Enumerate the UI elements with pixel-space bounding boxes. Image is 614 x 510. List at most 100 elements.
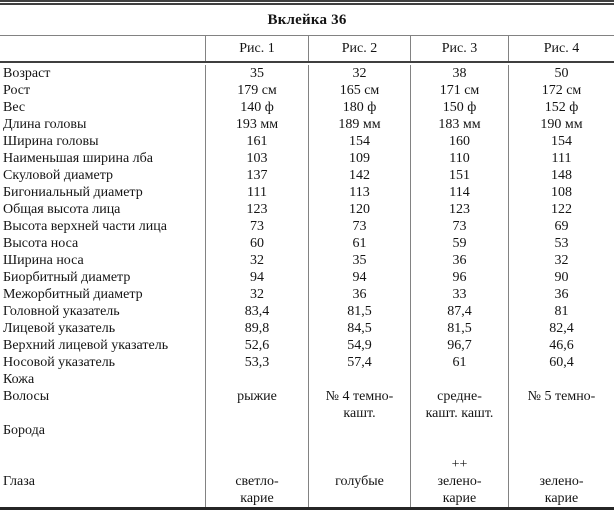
- value-cell: 103: [205, 150, 308, 167]
- table-row: ++: [0, 456, 614, 473]
- row-label: Возраст: [3, 66, 51, 81]
- value-cell: 154: [508, 133, 614, 150]
- value-cell: 120: [308, 201, 410, 218]
- value-cell: 152 ф: [508, 99, 614, 116]
- value-cell: [410, 439, 508, 456]
- value-cell: 154: [308, 133, 410, 150]
- value-cell: [205, 422, 308, 439]
- table-row: Кожа: [0, 371, 614, 388]
- value-cell: 52,6: [205, 337, 308, 354]
- value-cell: 46,6: [508, 337, 614, 354]
- row-label: Рост: [3, 83, 31, 98]
- value-cell: 165 см: [308, 82, 410, 99]
- row-label: Скуловой диаметр: [3, 168, 114, 183]
- row-label: Биорбитный диаметр: [3, 270, 131, 285]
- header-cell-empty: [0, 36, 205, 61]
- value-cell: светло-карие: [205, 473, 308, 507]
- value-cell: 189 мм: [308, 116, 410, 133]
- value-cell: средне-кашт. кашт.: [410, 388, 508, 422]
- table-row: Ширина головы 161 154 160 154: [0, 133, 614, 150]
- table-row: Межорбитный диаметр 32 36 33 36: [0, 286, 614, 303]
- value-cell: [508, 422, 614, 439]
- value-cell: 151: [410, 167, 508, 184]
- row-label: Ширина носа: [3, 253, 84, 268]
- value-cell: 108: [508, 184, 614, 201]
- table-row: Высота носа 60 61 59 53: [0, 235, 614, 252]
- row-label: Межорбитный диаметр: [3, 287, 143, 302]
- value-cell: 50: [508, 65, 614, 82]
- value-cell: 137: [205, 167, 308, 184]
- value-cell: 36: [410, 252, 508, 269]
- value-cell: 81,5: [308, 303, 410, 320]
- value-cell: № 4 темно-кашт.: [308, 388, 410, 422]
- cell-line: рыжие: [237, 389, 277, 404]
- cell-line: средне-: [437, 389, 482, 404]
- value-cell: 123: [410, 201, 508, 218]
- value-cell: 83,4: [205, 303, 308, 320]
- table-row: Носовой указатель 53,3 57,4 61 60,4: [0, 354, 614, 371]
- row-label: Носовой указатель: [3, 355, 116, 370]
- table-row: Биорбитный диаметр 94 94 96 90: [0, 269, 614, 286]
- row-label: Высота верхней части лица: [3, 219, 167, 234]
- row-label: Наименьшая ширина лба: [3, 151, 153, 166]
- value-cell: 90: [508, 269, 614, 286]
- value-cell: 111: [205, 184, 308, 201]
- value-cell: 32: [205, 286, 308, 303]
- cell-line: кашт. кашт.: [425, 406, 494, 421]
- value-cell: 161: [205, 133, 308, 150]
- value-cell: 60,4: [508, 354, 614, 371]
- value-cell: 94: [205, 269, 308, 286]
- header-cell-fig1: Рис. 1: [205, 36, 308, 61]
- value-cell: [410, 422, 508, 439]
- table-row: Возраст 35 32 38 50: [0, 65, 614, 82]
- value-cell: 53,3: [205, 354, 308, 371]
- value-cell: 32: [508, 252, 614, 269]
- cell-line: светло-: [235, 474, 279, 489]
- cell-line: № 5 темно-: [527, 389, 596, 404]
- table-row: Рост 179 см 165 см 171 см 172 см: [0, 82, 614, 99]
- value-cell: 142: [308, 167, 410, 184]
- value-cell: [308, 422, 410, 439]
- header-cell-fig2: Рис. 2: [308, 36, 410, 61]
- value-cell: 32: [205, 252, 308, 269]
- value-cell: [410, 371, 508, 388]
- table-row: Скуловой диаметр 137 142 151 148: [0, 167, 614, 184]
- value-cell: 160: [410, 133, 508, 150]
- table-row: Волосы рыжие № 4 темно-кашт. средне-кашт. к…: [0, 388, 614, 422]
- value-cell: 172 см: [508, 82, 614, 99]
- row-label: Глаза: [3, 474, 35, 489]
- table-row: Высота верхней части лица 73 73 73 69: [0, 218, 614, 235]
- value-cell: 81: [508, 303, 614, 320]
- value-cell: 190 мм: [508, 116, 614, 133]
- table-row: Бигониальный диаметр 111 113 114 108: [0, 184, 614, 201]
- value-cell: 109: [308, 150, 410, 167]
- table-header: Рис. 1 Рис. 2 Рис. 3 Рис. 4: [0, 35, 614, 63]
- value-cell: 36: [508, 286, 614, 303]
- value-cell: 38: [410, 65, 508, 82]
- table-row: Лицевой указатель 89,8 84,5 81,5 82,4: [0, 320, 614, 337]
- value-cell: 36: [308, 286, 410, 303]
- header-cell-fig3: Рис. 3: [410, 36, 508, 61]
- value-cell: голубые: [308, 473, 410, 507]
- table-row: Глаза светло-карие голубые зелено-карие зеле…: [0, 473, 614, 507]
- row-label: Длина головы: [3, 117, 87, 132]
- value-cell: [508, 456, 614, 473]
- value-cell: 61: [308, 235, 410, 252]
- row-label: [0, 456, 205, 473]
- table-row: Вес 140 ф 180 ф 150 ф 152 ф: [0, 99, 614, 116]
- row-label: Высота носа: [3, 236, 79, 251]
- value-cell: 123: [205, 201, 308, 218]
- table-row: Ширина носа 32 35 36 32: [0, 252, 614, 269]
- value-cell: 140 ф: [205, 99, 308, 116]
- value-cell: № 5 темно-: [508, 388, 614, 422]
- value-cell: 171 см: [410, 82, 508, 99]
- value-cell: 122: [508, 201, 614, 218]
- cell-line: карие: [240, 491, 274, 506]
- value-cell: 81,5: [410, 320, 508, 337]
- value-cell: 53: [508, 235, 614, 252]
- value-cell: 33: [410, 286, 508, 303]
- value-cell: зелено-карие: [410, 473, 508, 507]
- value-cell: 111: [508, 150, 614, 167]
- value-cell: 32: [308, 65, 410, 82]
